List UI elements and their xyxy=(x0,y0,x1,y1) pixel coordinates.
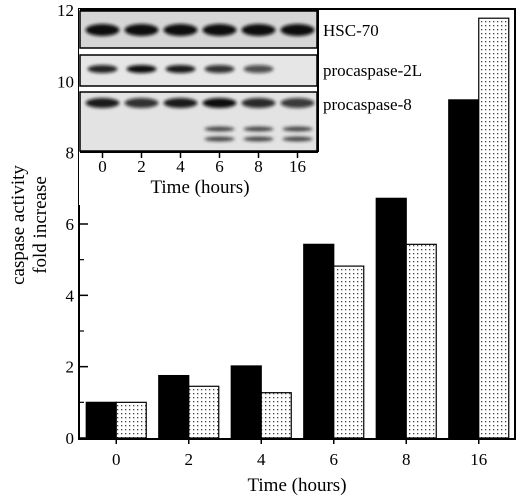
blot-procaspase-2l-membrane xyxy=(79,54,318,87)
blot-procaspase-8-membrane xyxy=(79,91,318,152)
cleavage-band xyxy=(204,126,235,132)
y-tick-label: 12 xyxy=(57,1,74,20)
y-tick-label: 4 xyxy=(66,286,75,305)
bar-series xyxy=(85,17,510,439)
cleavage-band xyxy=(204,136,235,142)
y-tick-label: 8 xyxy=(66,144,75,163)
inset-lane-label: 6 xyxy=(215,157,224,176)
western-blot-inset: HSC-70 procaspase-2L procaspase-8 0 2 4 6 8 1… xyxy=(79,9,422,205)
y-tick-label: 10 xyxy=(57,72,74,91)
blot-band xyxy=(280,98,315,108)
blot-band xyxy=(124,98,159,108)
blot-hsc70-membrane xyxy=(79,10,318,49)
inset-lane-label: 4 xyxy=(176,157,185,176)
x-axis-title: Time (hours) xyxy=(247,475,346,496)
blot-procaspase-8 xyxy=(79,91,318,152)
blot-band xyxy=(241,98,276,108)
x-tick-label: 2 xyxy=(185,450,194,469)
bar-dotted-0 xyxy=(115,401,147,439)
blot-band xyxy=(243,65,274,73)
blot-label-procaspase-8: procaspase-8 xyxy=(323,95,412,114)
bar-solid-4 xyxy=(230,365,262,439)
inset-lane-label: 16 xyxy=(289,157,306,176)
bar-dotted-2 xyxy=(188,385,220,439)
inset-lane-label: 2 xyxy=(137,157,146,176)
y-tick-label: 0 xyxy=(66,429,75,448)
inset-x-axis-title: Time (hours) xyxy=(150,177,249,198)
y-tick-label: 6 xyxy=(66,215,75,234)
y-axis-title-line-1: caspase activity xyxy=(8,165,29,285)
cleavage-band xyxy=(243,126,274,132)
y-axis-title-line-2: fold increase xyxy=(30,176,51,274)
blot-band xyxy=(85,98,120,108)
blot-label-hsc70: HSC-70 xyxy=(323,21,379,40)
blot-band xyxy=(87,65,118,73)
bar-dotted-6 xyxy=(333,265,365,439)
cleavage-band xyxy=(282,126,313,132)
inset-lane-label: 0 xyxy=(98,157,107,176)
cleavage-band xyxy=(243,136,274,142)
cleavage-band xyxy=(282,136,313,142)
x-tick-label: 0 xyxy=(112,450,121,469)
blot-band xyxy=(202,24,237,36)
blot-band xyxy=(165,65,196,73)
blot-hsc70 xyxy=(79,10,318,49)
blot-band xyxy=(126,65,157,73)
inset-border xyxy=(80,9,319,153)
blot-band xyxy=(202,98,237,108)
blot-band xyxy=(163,98,198,108)
x-tick-label: 8 xyxy=(402,450,411,469)
x-tick-label: 16 xyxy=(470,450,487,469)
blot-band xyxy=(124,24,159,36)
blot-band xyxy=(280,24,315,36)
x-tick-label: 4 xyxy=(257,450,266,469)
x-tick-label: 6 xyxy=(330,450,339,469)
inset-lane-label: 8 xyxy=(254,157,263,176)
bar-dotted-4 xyxy=(260,392,292,439)
bar-solid-8 xyxy=(375,197,407,439)
blot-band xyxy=(85,24,120,36)
blot-procaspase-2l xyxy=(79,54,318,87)
bar-solid-16 xyxy=(448,99,480,439)
x-axis: 0 2 4 6 8 16 xyxy=(112,438,487,469)
blot-band xyxy=(241,24,276,36)
blot-band xyxy=(204,65,235,73)
bar-solid-0 xyxy=(85,401,117,439)
bar-dotted-16 xyxy=(478,17,510,439)
y-tick-label: 2 xyxy=(66,358,75,377)
bar-solid-2 xyxy=(158,374,190,439)
blot-label-procaspase-2l: procaspase-2L xyxy=(323,61,422,80)
inset-lane-labels: 0 2 4 6 8 16 xyxy=(98,152,306,176)
bar-solid-6 xyxy=(303,243,335,439)
blot-band xyxy=(163,24,198,36)
bar-dotted-8 xyxy=(405,243,437,439)
